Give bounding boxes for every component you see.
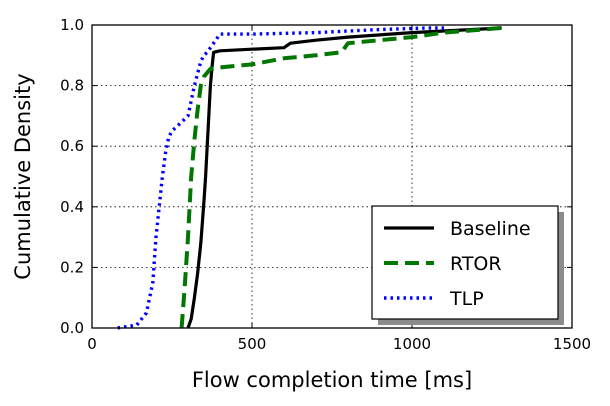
y-axis-label: Cumulative Density	[11, 73, 35, 279]
axis-ticks: 0 500 1000 1500 0.0 0.2 0.4 0.6 0.8 1.0	[60, 16, 591, 353]
x-tick-label: 0	[87, 335, 97, 353]
y-tick-label: 0.2	[60, 258, 84, 276]
x-tick-label: 1000	[393, 335, 431, 353]
legend-label-tlp: TLP	[449, 288, 484, 310]
x-axis-label: Flow completion time [ms]	[192, 368, 472, 392]
plot-series	[117, 26, 502, 330]
legend-label-baseline: Baseline	[450, 218, 531, 240]
x-tick-label: 1500	[553, 335, 591, 353]
y-tick-label: 0.6	[60, 137, 84, 155]
y-tick-label: 0.0	[60, 319, 84, 337]
series-line-rtor	[179, 26, 502, 329]
y-tick-label: 1.0	[60, 16, 84, 34]
series-line-tlp	[117, 26, 444, 330]
y-tick-label: 0.8	[60, 77, 84, 95]
x-tick-label: 500	[238, 335, 267, 353]
y-tick-label: 0.4	[60, 198, 84, 216]
series-line-baseline	[186, 26, 502, 329]
legend-label-rtor: RTOR	[450, 253, 502, 275]
legend: Baseline RTOR TLP	[371, 205, 564, 325]
legend-box	[371, 205, 559, 320]
plot-frame	[91, 24, 573, 329]
